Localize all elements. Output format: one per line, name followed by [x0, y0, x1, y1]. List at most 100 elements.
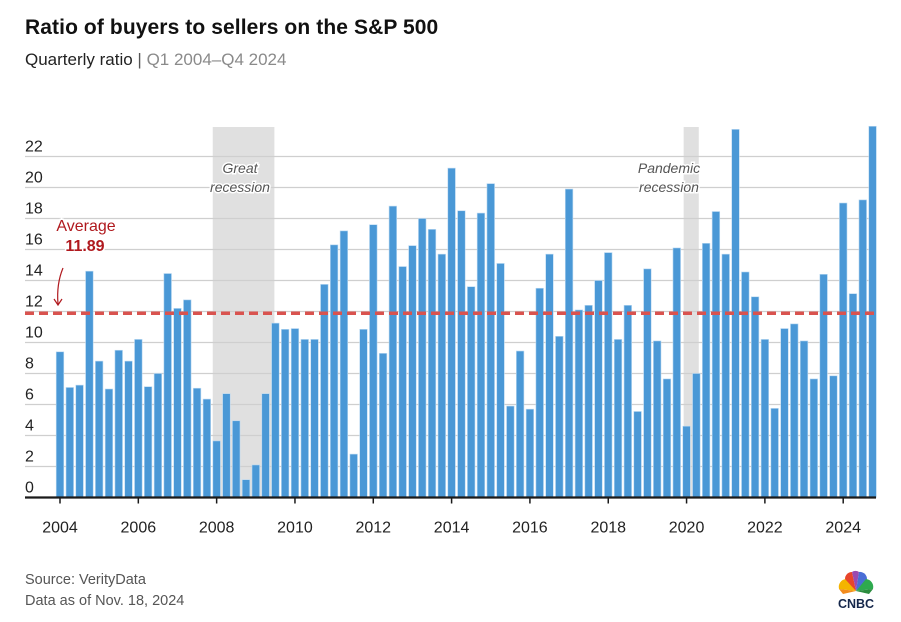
bar [418, 218, 427, 498]
bar [95, 360, 104, 498]
bar [427, 229, 437, 498]
recession-label: recession [210, 179, 270, 195]
x-tick-label: 2004 [42, 520, 78, 537]
x-tick-label: 2006 [121, 520, 157, 537]
bar [623, 304, 632, 498]
data-date-note: Data as of Nov. 18, 2024 [25, 593, 185, 609]
bar [702, 243, 711, 498]
bar [662, 378, 672, 498]
chart-footer: Source: VerityData Data as of Nov. 18, 2… [25, 570, 184, 612]
bar [486, 183, 495, 498]
recession-label: recession [639, 179, 699, 195]
bar [388, 205, 397, 498]
bar [232, 420, 241, 498]
subtitle-separator: | [132, 50, 147, 69]
bar [829, 375, 838, 498]
y-tick-label: 14 [25, 263, 43, 280]
average-annotation: Average 11.89 [25, 217, 876, 315]
y-tick-label: 2 [25, 449, 34, 466]
y-tick-label: 4 [25, 418, 34, 435]
bar [330, 244, 339, 498]
average-arrowhead-icon [53, 298, 63, 307]
bar [261, 393, 270, 498]
bar [349, 453, 358, 498]
bar [310, 339, 319, 498]
bar [437, 253, 446, 498]
bar [369, 224, 378, 498]
x-tick-label: 2022 [747, 520, 783, 537]
bar [496, 263, 505, 498]
recession-label: Great [222, 160, 258, 176]
cnbc-peacock-logo-icon: CNBC [838, 570, 874, 611]
bar [173, 308, 182, 498]
bar [809, 378, 818, 498]
bar [476, 212, 486, 498]
bar [721, 253, 730, 498]
bar [320, 284, 329, 498]
bar [222, 393, 231, 498]
x-tick-label: 2016 [512, 520, 548, 537]
chart-title: Ratio of buyers to sellers on the S&P 50… [25, 16, 439, 39]
y-tick-label: 8 [25, 356, 34, 373]
bar [65, 387, 74, 498]
y-tick-label: 16 [25, 232, 43, 249]
bar [339, 230, 349, 498]
bar [516, 350, 525, 498]
bar [183, 299, 192, 498]
bar [545, 253, 554, 498]
bar [359, 329, 368, 498]
bar [55, 351, 65, 498]
bar [858, 199, 867, 498]
bar [192, 387, 202, 498]
y-tick-label: 12 [25, 294, 43, 311]
bar [741, 271, 750, 498]
bar [114, 349, 123, 498]
x-tick-label: 2014 [434, 520, 470, 537]
bar [281, 329, 290, 498]
bar [408, 245, 417, 498]
bar [467, 286, 476, 498]
bar [251, 464, 260, 498]
bar [241, 479, 251, 498]
bar [760, 339, 769, 498]
bar [682, 425, 691, 498]
y-tick-label: 10 [25, 325, 43, 342]
bar [604, 252, 613, 498]
bar [104, 388, 114, 498]
bar [153, 373, 163, 498]
bar [799, 340, 809, 498]
bar [819, 273, 828, 498]
bar [124, 360, 133, 498]
bar [790, 323, 799, 498]
bar [692, 373, 701, 498]
bar [506, 405, 515, 498]
bar [653, 340, 662, 498]
chart-subtitle: Quarterly ratio | Q1 2004–Q4 2024 [25, 50, 286, 70]
bar [839, 202, 848, 498]
subtitle-main: Quarterly ratio [25, 50, 133, 69]
bar [750, 296, 760, 498]
x-tick-label: 2018 [590, 520, 626, 537]
bar [378, 353, 388, 498]
y-axis-labels: 0 2 4 6 8 10 12 14 16 18 20 22 [25, 139, 43, 497]
bar [535, 287, 544, 498]
bar [300, 339, 309, 498]
cnbc-logo-text: CNBC [838, 597, 874, 611]
average-arrow-icon [57, 267, 64, 305]
recession-labels: Great recession Pandemic recession [209, 159, 702, 197]
bar [271, 322, 280, 498]
bar [633, 411, 642, 498]
bar [398, 266, 407, 498]
y-tick-label: 20 [25, 170, 43, 187]
bar [134, 339, 143, 498]
bar [672, 247, 681, 498]
bar [85, 270, 94, 498]
x-tick-label: 2008 [199, 520, 235, 537]
bar [613, 339, 623, 498]
bar [780, 328, 789, 498]
bar [202, 398, 211, 498]
bar [447, 167, 456, 498]
bar [163, 273, 172, 498]
bar [290, 328, 300, 498]
x-tick-label: 2012 [355, 520, 391, 537]
